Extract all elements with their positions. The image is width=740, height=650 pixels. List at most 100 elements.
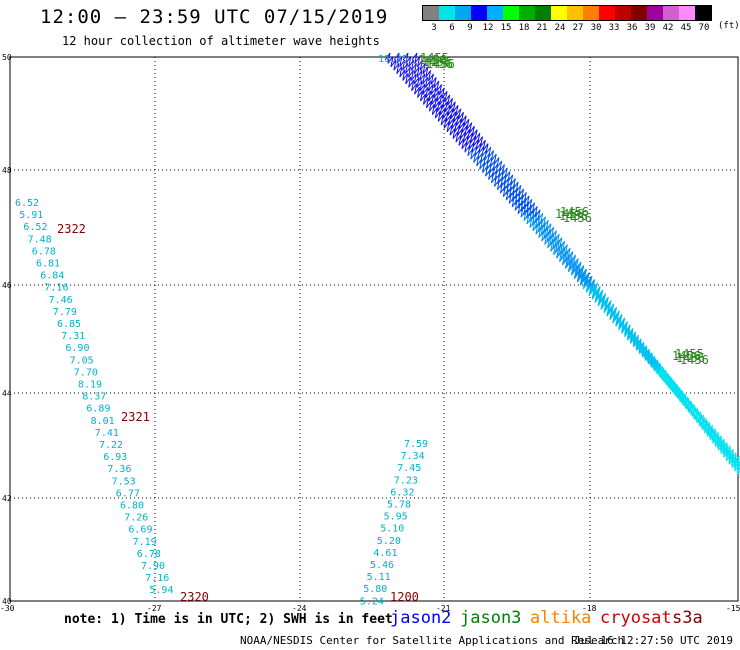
color-legend-label: 33 <box>608 23 620 33</box>
west-track-value: 7.36 <box>107 464 131 475</box>
color-swatch <box>631 6 647 20</box>
swath-segment <box>497 182 503 194</box>
color-swatch <box>567 6 583 20</box>
swath-segment <box>514 191 521 203</box>
swath-segment <box>425 90 432 102</box>
swath-segment <box>413 66 420 78</box>
swath-segment <box>632 334 639 346</box>
swath-segment <box>447 98 454 109</box>
west-track-value: 7.26 <box>124 513 148 524</box>
swath-segment <box>411 63 417 74</box>
color-swatch <box>663 6 679 20</box>
swath-segment <box>399 59 406 71</box>
swath-segment <box>411 52 418 64</box>
lat-label: 48 <box>2 166 12 175</box>
swath-segment <box>534 209 541 221</box>
swath-segment <box>430 77 437 88</box>
lon-label: -30 <box>0 604 15 613</box>
swath-segment <box>509 184 516 196</box>
swath-segment <box>695 415 702 426</box>
color-legend-label: 39 <box>644 23 656 33</box>
swath-segment <box>425 80 431 92</box>
swath-segment <box>693 411 700 423</box>
green-pass-scribble: 1456 <box>559 209 588 223</box>
swath-segment <box>436 84 443 95</box>
color-swatch <box>503 6 519 20</box>
swath-segment <box>652 359 659 371</box>
color-legend-unit: (ft) <box>718 21 740 31</box>
green-pass-scribble: 1456 <box>672 349 701 363</box>
swath-segment <box>508 196 515 208</box>
swath-segment <box>463 118 470 130</box>
swath-segment <box>417 59 423 71</box>
swath-segment <box>490 153 497 165</box>
swath-segment <box>526 199 533 210</box>
green-pass-scribble: 1456 <box>555 207 584 221</box>
west-track-value: 7.90 <box>141 561 165 572</box>
swath-segment <box>641 345 648 357</box>
swath-segment <box>507 174 514 186</box>
swath-segment <box>545 229 552 241</box>
swath-segment <box>559 240 566 252</box>
swath-segment <box>399 69 406 81</box>
middle-track-value: 5.95 <box>384 512 408 523</box>
swath-segment <box>518 188 525 200</box>
axis-labels: 50 48 46 44 42 40-30 -27 -24 -21 -18 -15 <box>0 53 740 613</box>
swath-segment <box>712 435 719 447</box>
middle-track-value: 5.78 <box>387 500 411 511</box>
color-legend-label: 36 <box>626 23 638 33</box>
swath-segment <box>567 251 574 263</box>
color-legend-label: 3 <box>431 23 437 33</box>
swath-segment <box>402 63 409 74</box>
swath-segment <box>515 185 522 196</box>
swath-segment <box>728 456 735 468</box>
west-track-value: 7.79 <box>53 307 77 318</box>
pass-time-label: 1455 <box>675 347 704 361</box>
swath-segment <box>523 213 530 225</box>
swath-segment <box>619 317 626 329</box>
swath-segment <box>387 56 394 67</box>
swath-segment <box>690 408 697 419</box>
swath-segment <box>422 76 429 88</box>
swath-segment <box>396 56 403 67</box>
swath-segment <box>405 66 412 78</box>
swath-segment <box>561 244 568 256</box>
swath-segment <box>646 352 653 364</box>
swath-segment <box>608 303 615 315</box>
west-track-value: 6.52 <box>23 222 47 233</box>
swath-segment <box>534 215 541 227</box>
west-track-value: 8.19 <box>78 380 102 391</box>
swath-segment <box>384 52 391 64</box>
pass-time-label: 2320 <box>180 590 209 604</box>
color-legend-label: 15 <box>500 23 512 33</box>
swath-segment <box>706 428 713 440</box>
color-swatch <box>679 6 695 20</box>
swath-segment <box>455 108 462 120</box>
west-track-value: 8.37 <box>82 392 106 403</box>
color-swatch <box>487 6 503 20</box>
swath-segment <box>419 63 426 75</box>
swath-segment <box>474 132 481 144</box>
swath-segment <box>488 172 495 184</box>
west-track-value: 7.70 <box>74 367 98 378</box>
swath-segment <box>526 216 533 228</box>
page-title: 12:00 — 23:59 UTC 07/15/2019 <box>40 6 389 28</box>
middle-track-value: 4.61 <box>373 548 397 559</box>
middle-track-value: 5.80 <box>363 584 387 595</box>
swath-segment <box>622 320 628 332</box>
swath-segment <box>682 397 689 409</box>
swath-segment <box>611 307 618 318</box>
swath-segment <box>410 73 417 85</box>
swath-segment <box>455 118 462 130</box>
swath-segment <box>402 73 409 85</box>
green-pass-scribble: 1456 <box>680 353 709 367</box>
west-track-value: 6.80 <box>120 501 144 512</box>
swath-segment <box>684 401 691 413</box>
swath-segment <box>542 219 549 231</box>
swath-segment <box>496 160 503 172</box>
swath-segment <box>444 104 451 116</box>
swath-segment <box>540 222 547 234</box>
west-track-value: 5.94 <box>149 585 173 596</box>
swath-segment <box>442 111 449 123</box>
west-track-value: 6.89 <box>86 404 110 415</box>
